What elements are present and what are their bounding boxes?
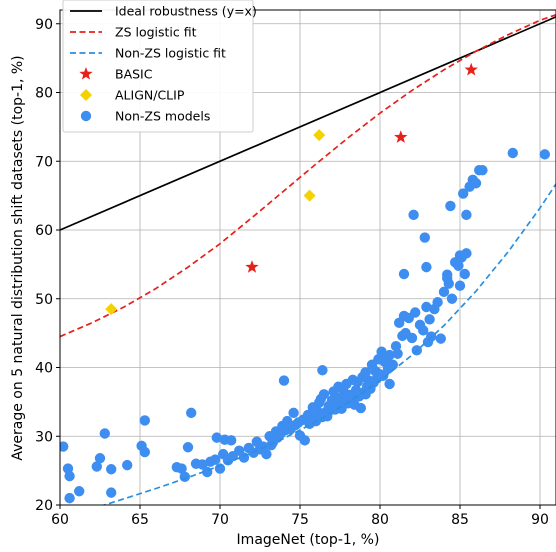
legend-label-non-zs-logistic-fit: Non-ZS logistic fit [115,46,226,61]
basic-point [394,130,408,143]
non-zs-model-point [392,348,403,359]
non-zs-model-point [461,209,472,221]
non-zs-model-point [408,209,419,221]
legend-label-align-clip: ALIGN/CLIP [115,88,185,103]
align-clip-point [303,189,316,202]
non-zs-model-point [176,463,187,474]
non-zs-model-point [384,349,395,361]
x-tick-label: 85 [451,512,469,528]
legend-swatch-basic [79,67,93,80]
non-zs-model-point [454,280,466,291]
non-zs-model-point [406,332,418,344]
non-zs-model-point [211,432,222,443]
non-zs-model-point [288,407,299,419]
y-tick-label: 50 [35,292,53,308]
non-zs-model-point [421,301,432,313]
y-tick-label: 40 [35,361,53,377]
non-zs-model-point [384,378,395,390]
y-tick-label: 70 [35,154,53,170]
non-zs-model-point [299,435,310,446]
non-zs-model-point [106,464,117,475]
y-tick-label: 60 [35,223,53,239]
non-zs-model-point [438,286,450,298]
non-zs-model-point [432,296,443,308]
non-zs-logistic-fit-line [101,183,556,505]
non-zs-model-point [210,454,221,465]
non-zs-model-point [64,470,75,482]
y-tick-label: 20 [35,498,53,514]
non-zs-model-point [458,188,469,199]
non-zs-model-point [99,428,111,439]
align-clip-point [105,303,118,316]
legend-label-ideal-robustness-y-x: Ideal robustness (y=x) [115,4,257,19]
basic-point [245,260,259,273]
non-zs-model-point [317,365,328,376]
plot-frame [59,9,556,506]
x-tick-label: 90 [531,512,549,528]
non-zs-model-point [421,261,432,273]
non-zs-model-point [106,487,117,498]
zs-logistic-fit-line [60,14,556,338]
legend-swatch-align-clip [80,89,92,101]
non-zs-model-point [197,459,208,470]
non-zs-model-point [445,200,456,212]
non-zs-model-point [424,314,435,325]
non-zs-model-point [318,389,330,400]
basic-point [464,62,478,76]
x-tick-label: 80 [371,512,389,528]
non-zs-model-point [355,402,366,414]
non-zs-model-point [91,461,103,472]
non-zs-model-point [418,325,429,336]
non-zs-model-point [122,459,133,471]
non-zs-model-point [64,492,75,504]
axis-ticks: 60 65 70 75 80 85 90 20 30 40 50 60 70 80 90 [35,17,549,528]
align-clip-point [313,129,326,142]
non-zs-model-point [461,248,472,259]
non-zs-model-point [60,441,69,452]
legend: Ideal robustness (y=x) ZS logistic fit Non… [62,0,257,133]
non-zs-model-point [94,453,106,464]
non-zs-model-point [261,448,272,460]
x-axis-label: ImageNet (top-1, %) [237,532,380,548]
non-zs-model-point [398,268,410,280]
x-tick-label: 70 [211,512,229,528]
legend-label-basic: BASIC [115,67,153,82]
non-zs-model-point [139,415,150,426]
non-zs-model-point [182,442,194,453]
legend-label-zs-logistic-fit: ZS logistic fit [115,25,197,40]
non-zs-model-point [278,375,290,386]
non-zs-model-point [470,178,482,189]
non-zs-model-point [459,268,470,280]
y-tick-label: 90 [35,17,53,33]
x-tick-label: 60 [51,512,69,528]
non-zs-model-point [446,293,458,304]
legend-box [62,0,254,133]
non-zs-model-point [507,147,518,159]
legend-swatch-non-zs-models [80,110,92,122]
non-zs-model-point [410,307,421,318]
y-axis-label: Average on 5 natural distribution shift … [10,55,26,460]
x-tick-label: 75 [291,512,309,528]
non-zs-model-point [74,486,85,497]
y-tick-label: 80 [35,86,53,102]
y-tick-label: 30 [35,429,53,445]
non-zs-model-point [435,333,446,344]
non-zs-model-point [360,367,371,378]
non-zs-model-point [331,398,342,409]
non-zs-model-point [139,446,150,458]
non-zs-model-point [186,407,197,419]
x-tick-label: 65 [131,512,149,528]
non-zs-model-point [442,272,453,284]
non-zs-model-point [282,415,293,427]
non-zs-model-point [226,435,237,446]
non-zs-model-point [179,471,190,483]
non-zs-model-point [419,232,430,243]
legend-label-non-zs-models: Non-ZS models [115,109,210,124]
non-zs-model-point [453,260,464,271]
non-zs-model-point [477,164,488,176]
data-layer [60,14,556,505]
non-zs-model-point [539,149,550,160]
